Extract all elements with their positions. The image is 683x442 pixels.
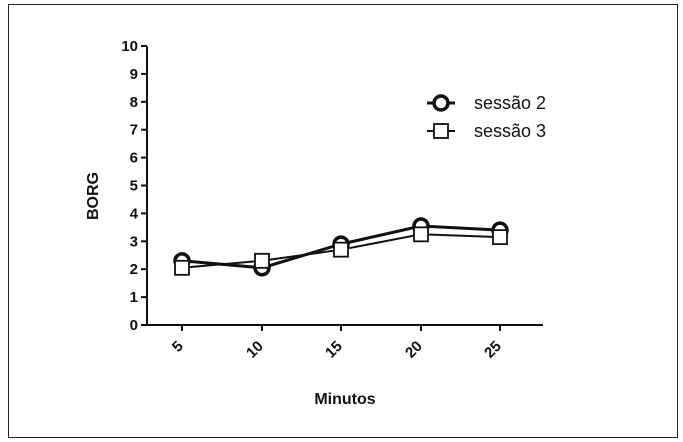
legend: sessão 2 sessão 3 bbox=[427, 93, 546, 141]
legend-label: sessão 3 bbox=[474, 121, 546, 141]
x-tick-label: 25 bbox=[481, 338, 505, 362]
data-point-square bbox=[413, 226, 429, 243]
legend-marker-circle bbox=[432, 94, 450, 112]
y-tick-label: 5 bbox=[130, 178, 138, 195]
data-point-square bbox=[333, 241, 349, 258]
y-tick-label: 10 bbox=[121, 38, 138, 55]
data-point-square bbox=[492, 229, 508, 246]
data-point-square bbox=[254, 252, 270, 269]
y-tick-label: 4 bbox=[130, 205, 139, 222]
y-tick-label: 9 bbox=[130, 66, 138, 83]
axes: 0 1 2 3 4 5 6 7 8 9 10 5 10 15 20 25 bbox=[121, 38, 543, 362]
x-tick-label: 20 bbox=[402, 338, 426, 362]
x-tick-label: 15 bbox=[322, 338, 346, 362]
legend-marker-square bbox=[433, 123, 449, 139]
chart-frame bbox=[8, 4, 678, 438]
y-tick-label: 2 bbox=[130, 261, 138, 278]
x-tick-label: 10 bbox=[243, 338, 267, 362]
y-tick-label: 6 bbox=[130, 150, 138, 167]
y-tick-label: 0 bbox=[130, 317, 138, 334]
y-axis-title: BORG bbox=[85, 172, 102, 220]
data-point-square bbox=[174, 259, 190, 276]
y-tick-label: 8 bbox=[130, 94, 138, 111]
y-tick-label: 1 bbox=[130, 289, 138, 306]
legend-label: sessão 2 bbox=[474, 93, 546, 113]
y-tick-label: 7 bbox=[130, 122, 138, 139]
series-markers bbox=[173, 217, 509, 277]
y-tick-label: 3 bbox=[130, 233, 138, 250]
x-tick-label: 5 bbox=[169, 338, 187, 356]
x-axis-title: Minutos bbox=[314, 391, 375, 408]
